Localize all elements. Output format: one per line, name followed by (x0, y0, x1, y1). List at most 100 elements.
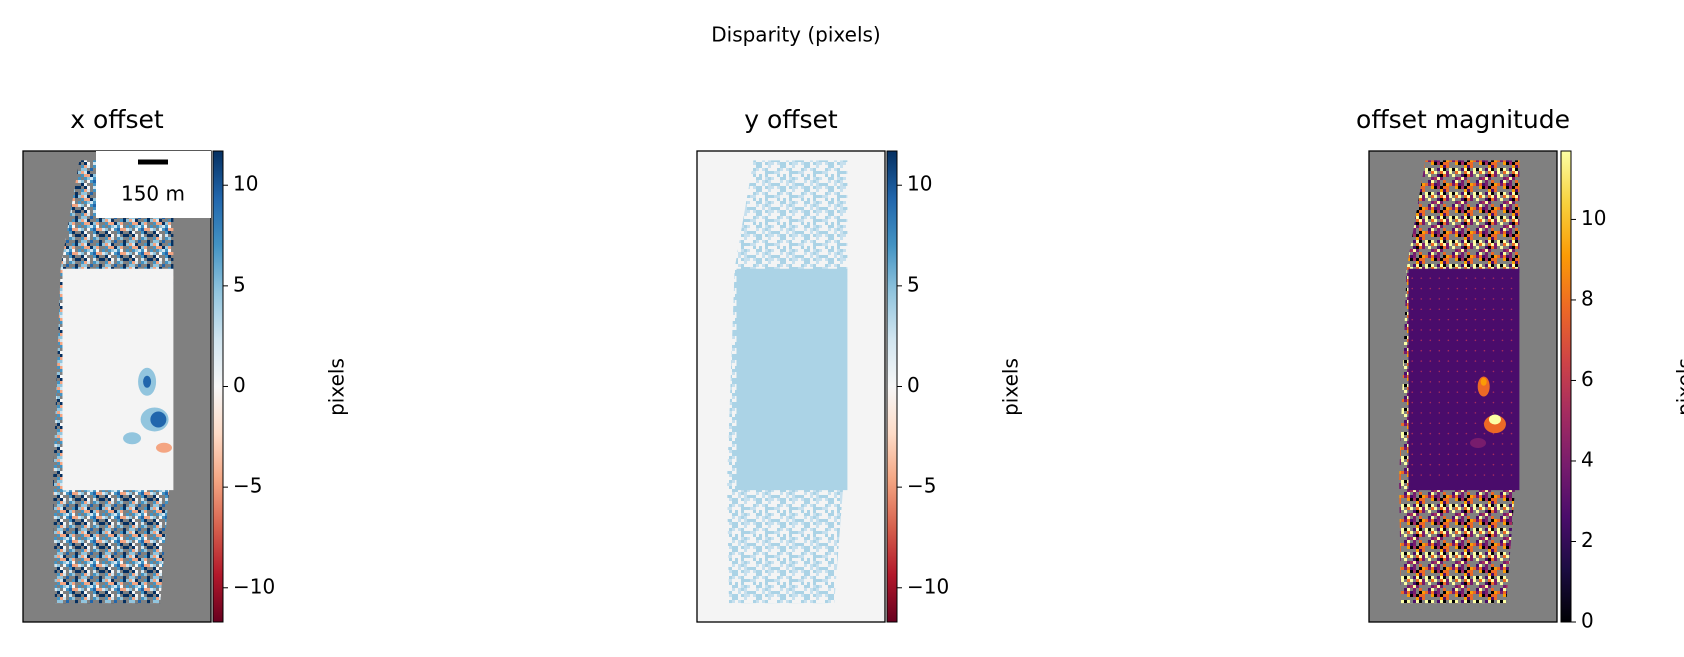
image-dot (1456, 277, 1459, 279)
image-dot (1483, 298, 1486, 300)
image-dot (1411, 412, 1414, 414)
image-dot (1474, 360, 1477, 362)
image-dot (1483, 318, 1486, 321)
panel-title: offset magnitude (1356, 105, 1570, 134)
image-dot (1447, 412, 1450, 414)
image-dot (1510, 463, 1513, 466)
image-dot (1456, 453, 1459, 456)
image-dot (1447, 474, 1450, 476)
image-dot (1501, 308, 1504, 311)
image-dot (1510, 401, 1513, 404)
image-dot (1474, 308, 1477, 311)
image-dot (1447, 463, 1450, 466)
image-dot (1474, 463, 1477, 466)
image-dot (1438, 287, 1441, 290)
image-dot (1474, 380, 1477, 383)
image-dot (1420, 463, 1423, 466)
image-dot (1465, 443, 1468, 445)
image-dot (1411, 463, 1414, 466)
image-dot (1411, 298, 1414, 300)
colorbar (1560, 150, 1572, 623)
image-dot (1501, 360, 1504, 362)
image-dot (1429, 329, 1432, 331)
image-dot (1456, 391, 1459, 393)
image-dot (1411, 277, 1414, 279)
image-dot (1429, 308, 1432, 311)
image-dot (1411, 370, 1414, 373)
image-dot (1474, 370, 1477, 373)
image-dot (1411, 474, 1414, 476)
colorbar-tick-label: −5 (233, 474, 262, 498)
image-dot (1510, 360, 1513, 362)
image-dot (1420, 339, 1423, 342)
image-dot (1438, 349, 1441, 352)
image-dot (1474, 412, 1477, 414)
image-dot (1501, 412, 1504, 414)
image-dot (1474, 329, 1477, 331)
image-dot (1465, 318, 1468, 321)
image-dot (1474, 401, 1477, 404)
image-dot (1438, 339, 1441, 342)
image-dot (1420, 370, 1423, 373)
image-dot (1438, 298, 1441, 300)
image-dot (1438, 360, 1441, 362)
image-dot (1492, 463, 1495, 466)
image-dot (1420, 453, 1423, 456)
scalebar-label: 150 m (121, 182, 185, 206)
image-dot (1501, 339, 1504, 342)
image-dot (1492, 453, 1495, 456)
image-dot (1501, 318, 1504, 321)
image-dot (1438, 370, 1441, 373)
image-dot (1510, 391, 1513, 393)
image-dot (1465, 422, 1468, 425)
image-dot (1420, 298, 1423, 300)
image-dot (1411, 422, 1414, 425)
image-center (1408, 268, 1520, 491)
image-dot (1501, 287, 1504, 290)
image-dot (1456, 443, 1459, 445)
image-dot (1501, 277, 1504, 279)
image-dot (1429, 339, 1432, 342)
image-dot (1510, 318, 1513, 321)
image-dot (1501, 391, 1504, 393)
image-dot (1456, 463, 1459, 466)
image-dot (1420, 401, 1423, 404)
colorbar-label: pixels (325, 358, 349, 416)
image-dot (1465, 287, 1468, 290)
image-dot (1492, 329, 1495, 331)
image-blob (1488, 414, 1501, 425)
image-dot (1438, 329, 1441, 331)
colorbar-tick-label: 6 (1581, 367, 1594, 391)
image-dot (1447, 380, 1450, 383)
image-dot (1465, 453, 1468, 456)
image-dot (1456, 339, 1459, 342)
image-dot (1492, 432, 1495, 435)
image-dot (1510, 432, 1513, 435)
image-dot (1420, 329, 1423, 331)
image-blob (156, 442, 172, 453)
image-dot (1510, 453, 1513, 456)
image-blob (1470, 438, 1487, 449)
image-dot (1447, 349, 1450, 352)
image-dot (1438, 318, 1441, 321)
image-dot (1492, 380, 1495, 383)
image-dot (1465, 401, 1468, 404)
image-dot (1420, 360, 1423, 362)
image-dot (1465, 391, 1468, 393)
image-dot (1411, 360, 1414, 362)
image-dot (1492, 349, 1495, 352)
image-dot (1492, 370, 1495, 373)
image-dot (1510, 443, 1513, 445)
image-dot (1474, 422, 1477, 425)
axes-frame (1368, 150, 1558, 623)
image-dot (1483, 474, 1486, 476)
image-dot (1429, 287, 1432, 290)
image-dot (1510, 308, 1513, 311)
image-dot (1474, 432, 1477, 435)
image-dot (1510, 339, 1513, 342)
image-dot (1429, 360, 1432, 362)
colorbar-label: pixels (1673, 358, 1684, 416)
image-dot (1429, 298, 1432, 300)
colorbar-tick-label: 0 (1581, 609, 1594, 633)
